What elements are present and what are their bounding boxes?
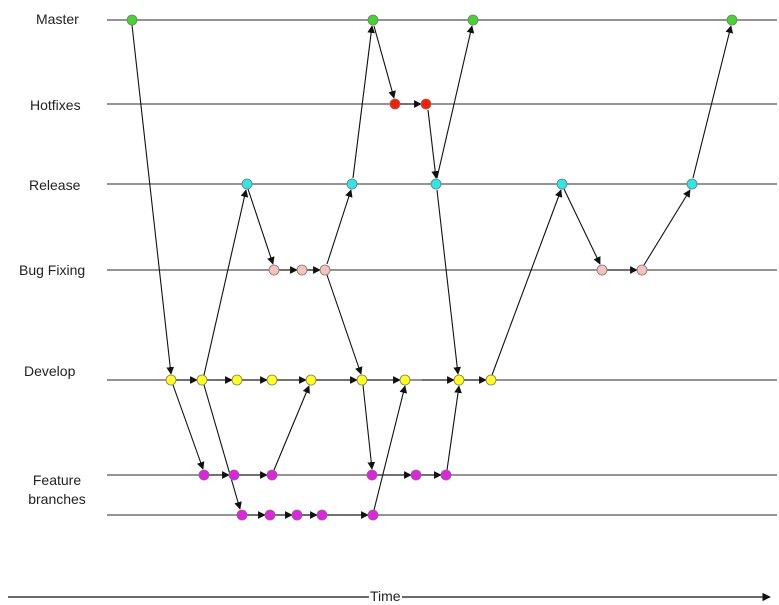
master-commit — [467, 14, 479, 26]
time-axis-label: Time — [369, 588, 402, 604]
master-commit — [726, 14, 738, 26]
release-commit — [686, 178, 698, 190]
arrow — [326, 189, 353, 265]
feature-commit — [316, 509, 328, 521]
bugfix-commit — [268, 264, 280, 276]
arrow — [273, 385, 310, 471]
feature-commit — [264, 509, 276, 521]
feature-commit — [440, 469, 452, 481]
feature-commit — [236, 509, 248, 521]
feature-commit — [228, 469, 240, 481]
arrow — [643, 189, 691, 266]
bugfix-commit — [296, 264, 308, 276]
develop-commit — [266, 374, 278, 386]
lane-lines — [107, 19, 777, 516]
arrow — [203, 189, 249, 376]
feature-commit — [291, 509, 303, 521]
feature-commit — [410, 469, 422, 481]
arrow — [563, 188, 601, 265]
lane-label-master: Master — [36, 11, 79, 27]
arrow — [491, 189, 563, 376]
release-commit — [556, 178, 568, 190]
develop-commit — [356, 374, 368, 386]
lane-label-hotfixes: Hotfixes — [30, 97, 81, 113]
arrow — [362, 384, 376, 470]
arrow — [446, 385, 462, 471]
arrow — [373, 385, 408, 511]
arrow — [326, 274, 363, 375]
release-commit — [430, 178, 442, 190]
feature-commit — [266, 469, 278, 481]
release-commit — [346, 178, 358, 190]
arrow — [436, 25, 475, 179]
lane-label-bugfixing: Bug Fixing — [19, 262, 86, 278]
arrow — [203, 384, 242, 510]
develop-commit — [485, 374, 497, 386]
develop-commit — [399, 374, 411, 386]
lane-label-develop: Develop — [24, 363, 76, 379]
bugfix-commit — [319, 264, 331, 276]
lane-label-release: Release — [29, 177, 81, 193]
lane-label-feature-line1: Feature — [32, 472, 82, 488]
bugfix-commit — [636, 264, 648, 276]
flow-arrows — [131, 24, 734, 519]
hotfix-commit — [389, 98, 401, 110]
arrow — [373, 25, 396, 99]
arrow — [352, 25, 375, 179]
lane-label-feature-line2: branches — [28, 491, 86, 507]
bugfix-commit — [596, 264, 608, 276]
feature-commit — [367, 509, 379, 521]
arrow — [692, 25, 734, 179]
commit-nodes — [126, 14, 738, 521]
arrow — [427, 109, 440, 179]
arrow — [172, 384, 205, 470]
hotfix-commit — [420, 98, 432, 110]
develop-commit — [231, 374, 243, 386]
develop-commit — [305, 374, 317, 386]
release-commit — [241, 178, 253, 190]
develop-commit — [196, 374, 208, 386]
arrow — [436, 189, 462, 375]
arrow — [131, 24, 175, 375]
develop-commit — [453, 374, 465, 386]
arrow — [247, 188, 275, 265]
feature-commit — [198, 469, 210, 481]
develop-commit — [165, 374, 177, 386]
master-commit — [126, 14, 138, 26]
lane-label-feature-branches: Feature branches — [24, 471, 90, 509]
feature-commit — [366, 469, 378, 481]
master-commit — [367, 14, 379, 26]
